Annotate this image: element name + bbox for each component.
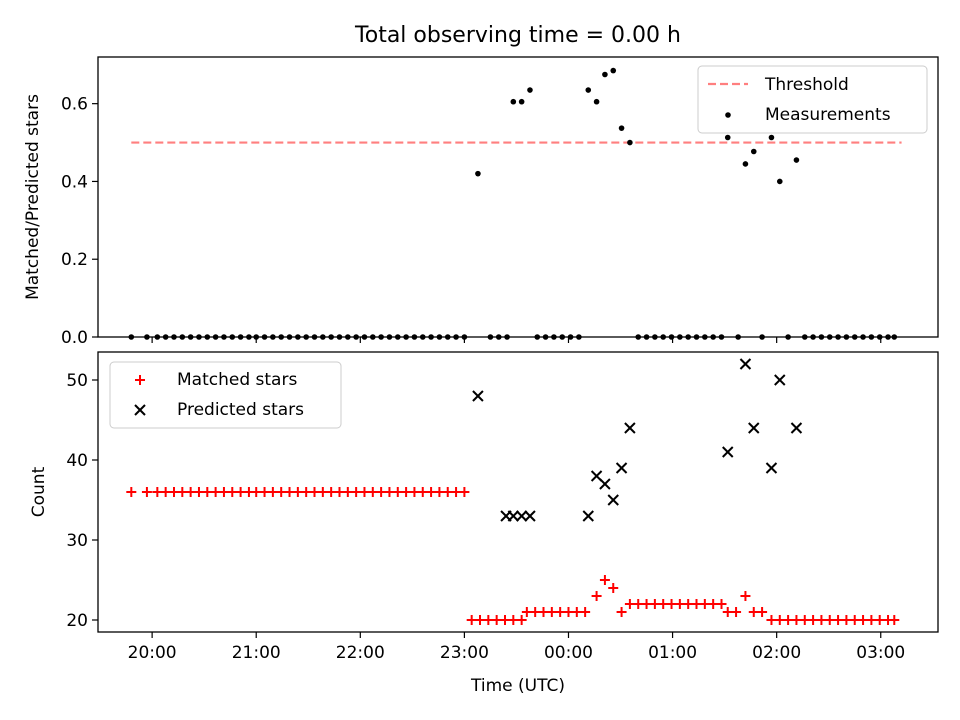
bottom-ytick-label-1: 30: [66, 531, 88, 551]
xtick-label-0: 20:00: [128, 643, 177, 663]
predicted-point-2: [507, 510, 520, 522]
matched-point-39: [459, 487, 470, 497]
bottom-data-layer: [126, 358, 900, 625]
matched-point-57: [608, 583, 619, 593]
matched-point-91: [889, 615, 900, 625]
predicted-point-12: [739, 358, 752, 370]
legend-matched-swatch: [135, 375, 145, 385]
matched-point-73: [740, 591, 751, 601]
matched-point-55: [591, 591, 602, 601]
matched-point-58: [616, 607, 627, 617]
bottom-y-axis-label: Count: [29, 466, 49, 517]
matched-point-46: [516, 615, 527, 625]
xtick-label-3: 23:00: [440, 643, 489, 663]
xtick-label-1: 21:00: [232, 643, 281, 663]
legend-predicted-marker: [134, 404, 146, 416]
predicted-point-16: [790, 422, 803, 434]
legend-matched-marker: [135, 375, 145, 385]
top-ytick-label-3: 0.6: [61, 95, 88, 115]
predicted-point-8: [607, 494, 619, 506]
top-point-56: [610, 67, 617, 74]
predicted-point-11: [722, 446, 734, 458]
top-y-axis-label: Matched/Predicted stars: [23, 94, 43, 300]
figure-title: Total observing time = 0.00 h: [354, 23, 681, 48]
top-point-53: [585, 87, 592, 93]
bottom-ytick-label-2: 40: [66, 451, 88, 471]
top-point-70: [724, 134, 731, 141]
legend-predicted-label: Predicted stars: [177, 400, 304, 420]
legend-measurements-swatch: [725, 112, 731, 118]
matched-point-0: [126, 487, 137, 497]
predicted-point-5: [582, 510, 594, 522]
bottom-legend-box: [109, 361, 342, 429]
predicted-point-4: [524, 510, 536, 522]
top-point-75: [768, 134, 775, 141]
predicted-point-9: [615, 462, 628, 474]
top-ytick-label-1: 0.2: [61, 250, 88, 270]
top-axes: 0.0 0.2 0.4 0.6 Matched/Predicted stars Thr…: [23, 56, 939, 348]
bottom-y-ticks: 20 30 40 50: [66, 371, 98, 631]
xtick-label-4: 00:00: [544, 643, 593, 663]
top-axes-frame: [97, 56, 939, 338]
predicted-point-15: [774, 374, 786, 386]
top-point-46: [527, 87, 533, 93]
predicted-point-13: [748, 422, 760, 434]
bottom-ytick-label-0: 20: [66, 611, 88, 631]
matched-point-1: [141, 487, 152, 497]
bottom-axes-frame: [97, 351, 939, 633]
top-ytick-label-2: 0.4: [61, 172, 88, 192]
matched-point-54: [580, 607, 591, 617]
bottom-axes: 20 30 40 50 20:00 21:00 22:00 23:00 00:00 01:00 0…: [29, 351, 939, 696]
top-y-ticks: 0.0 0.2 0.4 0.6: [61, 95, 98, 348]
matched-point-75: [757, 607, 768, 617]
bottom-legend: Matched stars Predicted stars: [109, 361, 342, 429]
top-point-72: [742, 161, 749, 167]
legend-matched-label: Matched stars: [177, 370, 297, 390]
predicted-point-7: [599, 478, 611, 490]
top-point-57: [618, 125, 625, 131]
legend-measurements-label: Measurements: [765, 105, 891, 125]
legend-predicted-swatch: [134, 404, 146, 416]
top-point-73: [750, 148, 757, 155]
top-x-ticks: [151, 337, 882, 343]
top-point-44: [510, 98, 517, 105]
top-point-78: [793, 157, 800, 163]
top-point-54: [593, 98, 600, 105]
matched-point-72: [731, 607, 742, 617]
matched-point-70: [716, 599, 727, 609]
legend-threshold-label: Threshold: [764, 75, 849, 95]
xtick-label-6: 02:00: [752, 643, 801, 663]
predicted-point-0: [472, 390, 484, 402]
xtick-label-2: 22:00: [336, 643, 385, 663]
predicted-point-10: [624, 422, 636, 434]
top-ytick-label-0: 0.0: [61, 328, 88, 348]
matched-point-56: [599, 575, 610, 585]
top-legend-box: [697, 65, 928, 134]
predicted-point-14: [765, 462, 778, 474]
xtick-label-5: 01:00: [648, 643, 697, 663]
top-point-45: [518, 98, 525, 105]
top-point-58: [627, 139, 633, 146]
x-axis-label: Time (UTC): [470, 676, 565, 696]
top-point-40: [475, 170, 481, 177]
top-legend: Threshold Measurements: [697, 65, 928, 134]
bottom-x-ticks: 20:00 21:00 22:00 23:00 00:00 01:00 02:00 03:00: [128, 632, 905, 663]
top-point-55: [602, 71, 608, 78]
predicted-point-3: [515, 510, 528, 522]
top-point-76: [776, 178, 783, 185]
xtick-label-7: 03:00: [856, 643, 905, 663]
bottom-ytick-label-3: 50: [66, 371, 88, 391]
